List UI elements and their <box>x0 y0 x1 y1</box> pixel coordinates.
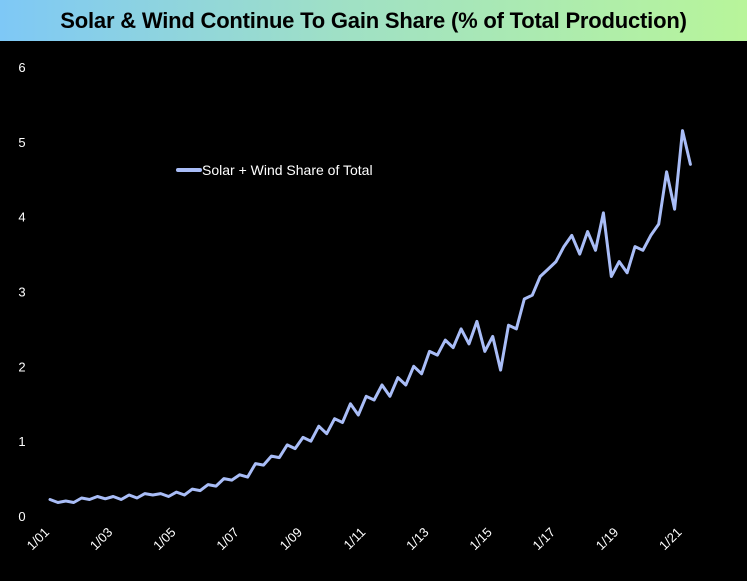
y-tick-label: 3 <box>18 285 25 300</box>
y-tick-label: 4 <box>18 210 25 225</box>
series-line <box>48 129 692 504</box>
x-tick-label: 1/05 <box>150 525 179 554</box>
x-tick-label: 1/21 <box>656 525 685 554</box>
y-tick-label: 5 <box>18 135 25 150</box>
y-tick-label: 0 <box>18 509 25 524</box>
legend: Solar + Wind Share of Total <box>176 162 373 178</box>
chart-title-bar: Solar & Wind Continue To Gain Share (% o… <box>0 0 747 41</box>
x-tick-label: 1/13 <box>403 525 432 554</box>
chart-title: Solar & Wind Continue To Gain Share (% o… <box>60 7 687 33</box>
x-tick-label: 1/11 <box>341 525 369 553</box>
x-tick-label: 1/17 <box>530 525 559 554</box>
y-tick-label: 1 <box>18 434 25 449</box>
x-tick-label: 1/15 <box>466 525 495 554</box>
x-tick-label: 1/19 <box>593 525 622 554</box>
y-tick-label: 6 <box>18 60 25 75</box>
x-tick-label: 1/03 <box>87 525 116 554</box>
series-group <box>48 129 692 504</box>
line-chart: 0 1 2 3 4 5 6 1/01 1/03 1/05 1/07 1/09 1/11 1/13 1/15… <box>18 60 692 554</box>
y-tick-label: 2 <box>18 359 25 374</box>
x-tick-label: 1/01 <box>24 525 53 554</box>
x-tick-label: 1/07 <box>213 525 242 554</box>
legend-label: Solar + Wind Share of Total <box>202 162 373 178</box>
x-axis-ticks: 1/01 1/03 1/05 1/07 1/09 1/11 1/13 1/15 1/17 1/19… <box>24 525 685 554</box>
x-tick-label: 1/09 <box>277 525 306 554</box>
y-axis-ticks: 0 1 2 3 4 5 6 <box>18 60 25 524</box>
